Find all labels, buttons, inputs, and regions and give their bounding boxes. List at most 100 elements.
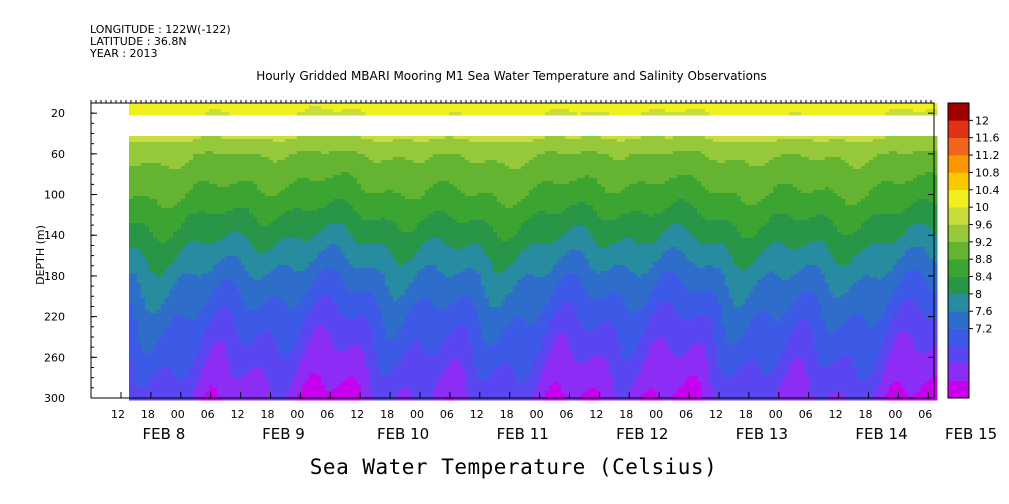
- temperature-cell: [301, 220, 306, 224]
- temperature-cell: [301, 172, 306, 176]
- temperature-cell: [321, 193, 326, 197]
- temperature-cell: [237, 190, 242, 194]
- temperature-cell: [301, 343, 306, 347]
- temperature-cell: [317, 277, 322, 281]
- temperature-cell: [145, 160, 150, 164]
- temperature-cell: [137, 163, 142, 167]
- temperature-cell: [329, 274, 334, 278]
- temperature-cell: [149, 265, 154, 269]
- temperature-cell: [141, 352, 146, 356]
- temperature-cell: [165, 112, 170, 116]
- temperature-cell: [177, 244, 182, 248]
- temperature-cell: [313, 145, 318, 149]
- temperature-cell: [253, 361, 258, 365]
- temperature-cell: [157, 253, 162, 257]
- temperature-cell: [269, 337, 274, 341]
- temperature-cell: [281, 307, 286, 311]
- temperature-cell: [209, 232, 214, 236]
- temperature-cell: [293, 319, 298, 323]
- temperature-cell: [325, 364, 330, 368]
- temperature-cell: [265, 250, 270, 254]
- temperature-cell: [233, 361, 238, 365]
- temperature-cell: [201, 313, 206, 317]
- temperature-cell: [201, 184, 206, 188]
- temperature-cell: [241, 103, 246, 107]
- temperature-cell: [305, 331, 310, 335]
- temperature-cell: [309, 160, 314, 164]
- temperature-cell: [257, 268, 262, 272]
- temperature-cell: [277, 343, 282, 347]
- temperature-cell: [293, 244, 298, 248]
- temperature-cell: [265, 385, 270, 389]
- temperature-cell: [249, 253, 254, 257]
- temperature-cell: [317, 379, 322, 383]
- temperature-cell: [321, 163, 326, 167]
- temperature-cell: [201, 295, 206, 299]
- temperature-cell: [221, 316, 226, 320]
- temperature-cell: [237, 295, 242, 299]
- temperature-cell: [285, 106, 290, 110]
- temperature-cell: [213, 199, 218, 203]
- temperature-cell: [289, 316, 294, 320]
- temperature-cell: [185, 187, 190, 191]
- temperature-cell: [149, 340, 154, 344]
- temperature-cell: [269, 301, 274, 305]
- temperature-cell: [229, 187, 234, 191]
- temperature-cell: [225, 187, 230, 191]
- temperature-cell: [309, 385, 314, 389]
- temperature-cell: [153, 163, 158, 167]
- temperature-cell: [269, 202, 274, 206]
- temperature-cell: [153, 352, 158, 356]
- temperature-cell: [337, 241, 342, 245]
- temperature-cell: [321, 361, 326, 365]
- temperature-cell: [265, 259, 270, 263]
- temperature-cell: [165, 193, 170, 197]
- temperature-cell: [217, 139, 222, 143]
- temperature-cell: [261, 280, 266, 284]
- temperature-cell: [145, 208, 150, 212]
- temperature-cell: [249, 187, 254, 191]
- temperature-cell: [169, 379, 174, 383]
- temperature-cell: [213, 181, 218, 185]
- temperature-cell: [189, 103, 194, 107]
- temperature-cell: [277, 241, 282, 245]
- temperature-cell: [181, 340, 186, 344]
- temperature-cell: [241, 199, 246, 203]
- temperature-cell: [297, 373, 302, 377]
- temperature-cell: [229, 334, 234, 338]
- temperature-cell: [165, 295, 170, 299]
- temperature-cell: [149, 289, 154, 293]
- temperature-cell: [185, 148, 190, 152]
- temperature-cell: [161, 349, 166, 353]
- temperature-cell: [297, 241, 302, 245]
- temperature-cell: [293, 313, 298, 317]
- temperature-cell: [289, 355, 294, 359]
- temperature-cell: [221, 262, 226, 266]
- temperature-cell: [241, 397, 246, 401]
- temperature-cell: [217, 346, 222, 350]
- temperature-cell: [209, 397, 214, 401]
- temperature-cell: [325, 172, 330, 176]
- temperature-cell: [133, 373, 138, 377]
- temperature-cell: [273, 283, 278, 287]
- temperature-cell: [229, 364, 234, 368]
- temperature-cell: [189, 151, 194, 155]
- temperature-cell: [289, 259, 294, 263]
- temperature-cell: [173, 370, 178, 374]
- temperature-cell: [145, 334, 150, 338]
- temperature-cell: [305, 397, 310, 401]
- temperature-cell: [301, 235, 306, 239]
- temperature-cell: [317, 382, 322, 386]
- temperature-cell: [129, 190, 134, 194]
- temperature-cell: [133, 262, 138, 266]
- temperature-cell: [173, 343, 178, 347]
- temperature-cell: [301, 319, 306, 323]
- temperature-cell: [233, 166, 238, 170]
- temperature-cell: [133, 190, 138, 194]
- temperature-cell: [153, 274, 158, 278]
- temperature-cell: [137, 283, 142, 287]
- temperature-cell: [325, 274, 330, 278]
- temperature-cell: [329, 286, 334, 290]
- temperature-cell: [269, 259, 274, 263]
- temperature-cell: [137, 211, 142, 215]
